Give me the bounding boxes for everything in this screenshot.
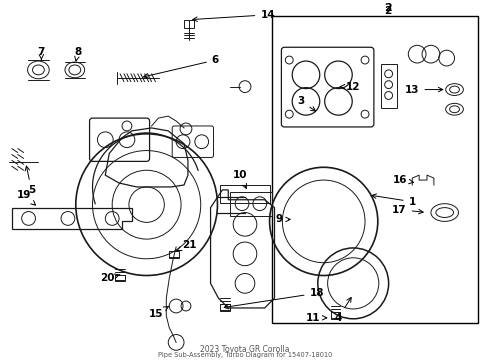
Text: 4: 4 xyxy=(335,297,351,323)
Text: 16: 16 xyxy=(393,175,414,185)
Text: Pipe Sub-Assembly, Turbo Diagram for 15407-18010: Pipe Sub-Assembly, Turbo Diagram for 154… xyxy=(158,352,332,358)
Text: 15: 15 xyxy=(149,306,169,319)
Text: 18: 18 xyxy=(224,288,324,309)
Text: 13: 13 xyxy=(405,85,443,95)
Bar xyxy=(230,192,271,216)
Bar xyxy=(115,275,125,282)
Bar xyxy=(184,20,194,28)
Text: 5: 5 xyxy=(25,166,35,195)
Bar xyxy=(381,64,396,108)
Text: 12: 12 xyxy=(340,82,361,91)
Text: 19: 19 xyxy=(17,190,35,205)
Text: 14: 14 xyxy=(193,10,275,21)
Text: 10: 10 xyxy=(233,170,247,188)
Text: 7: 7 xyxy=(38,47,45,60)
Text: 6: 6 xyxy=(144,55,219,78)
Text: 21: 21 xyxy=(176,240,196,251)
Text: 17: 17 xyxy=(392,204,423,215)
Text: 9: 9 xyxy=(276,215,290,224)
Text: 3: 3 xyxy=(297,96,316,111)
Text: 20: 20 xyxy=(100,274,120,283)
Bar xyxy=(271,16,478,323)
Text: 2: 2 xyxy=(384,3,392,13)
Bar xyxy=(331,312,341,319)
Text: 11: 11 xyxy=(306,313,327,323)
Bar xyxy=(220,304,230,311)
Text: 1: 1 xyxy=(372,194,416,207)
Bar xyxy=(220,185,270,203)
Text: 2023 Toyota GR Corolla: 2023 Toyota GR Corolla xyxy=(200,345,290,354)
Text: 2: 2 xyxy=(384,6,392,16)
Bar xyxy=(169,251,179,258)
Text: 8: 8 xyxy=(74,47,81,61)
